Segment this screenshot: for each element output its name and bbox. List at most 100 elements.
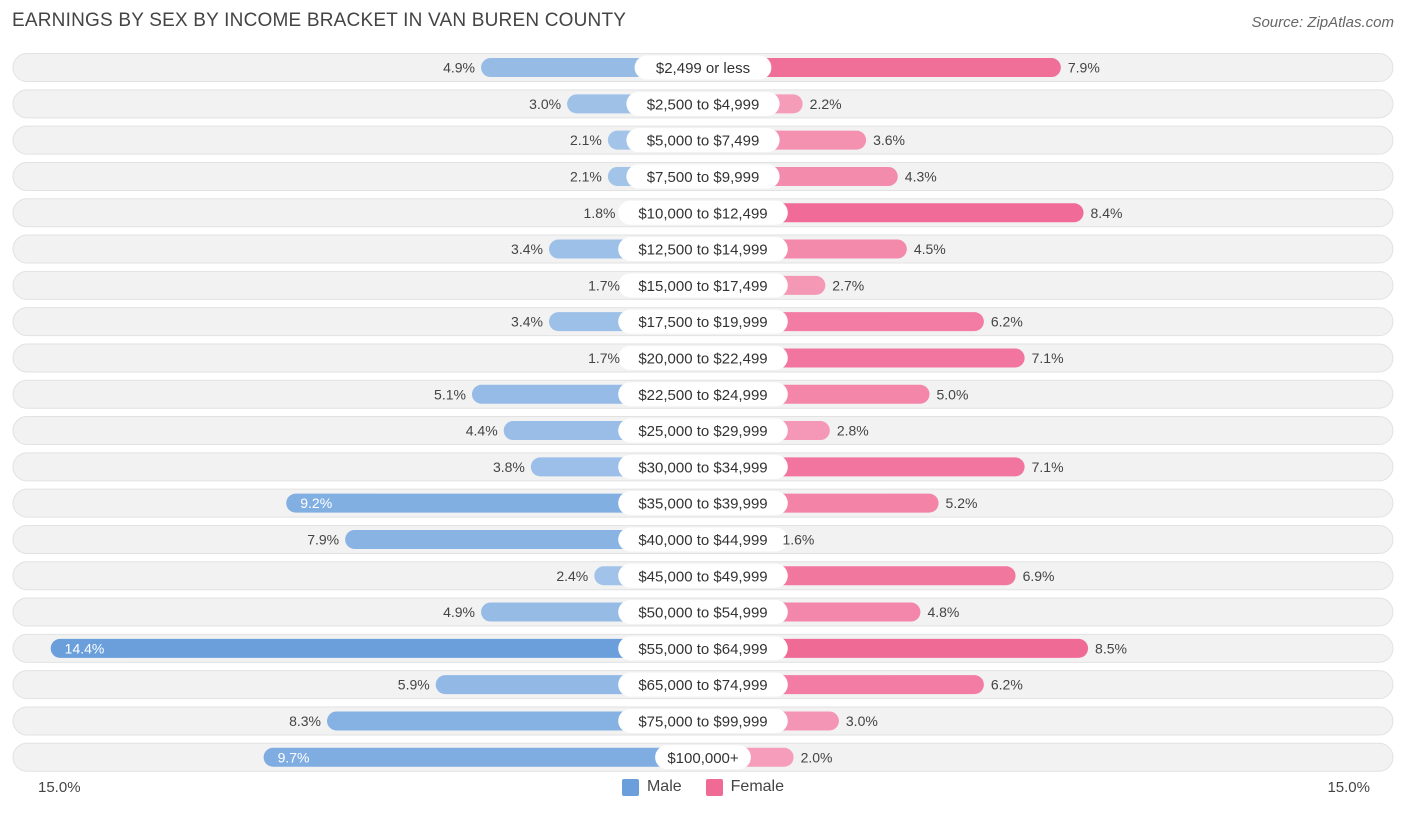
category-label-bg [634,55,772,80]
bar-male [50,638,704,658]
value-label-male: 9.7% [278,749,310,765]
category-label-bg [618,309,788,334]
axis-label-left: 15.0% [38,779,81,796]
category-label-bg [618,454,788,479]
row-18: $75,000 to $99,999 8.3% 3.0% [12,706,1394,736]
row-15: $50,000 to $54,999 4.9% 4.8% [12,597,1394,627]
category-label: $65,000 to $74,999 [638,677,767,694]
value-label-female: 2.0% [801,749,833,765]
row-9: $22,500 to $24,999 5.1% 5.0% [12,379,1394,409]
category-label: $22,500 to $24,999 [638,387,767,404]
category-label: $10,000 to $12,499 [638,205,767,222]
value-label-female: 4.5% [914,241,946,257]
value-label-female: 4.8% [927,604,959,620]
bar-male [286,493,703,513]
value-label-female: 8.5% [1095,640,1127,656]
row-10: $25,000 to $29,999 4.4% 2.8% [12,416,1394,446]
value-label-male: 5.1% [434,386,466,402]
category-label: $20,000 to $22,499 [638,350,767,367]
value-label-female: 3.0% [846,713,878,729]
row-5: $12,500 to $14,999 3.4% 4.5% [12,234,1394,264]
row-13: $40,000 to $44,999 7.9% 1.6% [12,524,1394,554]
category-label: $40,000 to $44,999 [638,532,767,549]
category-label: $75,000 to $99,999 [638,713,767,730]
category-label-bg [618,273,788,298]
category-label: $5,000 to $7,499 [647,133,760,150]
row-1: $2,500 to $4,999 3.0% 2.2% [12,89,1394,119]
value-label-female: 7.9% [1068,60,1100,76]
category-label: $50,000 to $54,999 [638,605,767,622]
category-label-bg [618,200,788,225]
legend: Male Female [0,778,1406,796]
legend-item-male[interactable]: Male [621,778,682,796]
value-label-male: 2.4% [556,568,588,584]
value-label-male: 4.9% [443,60,475,76]
value-label-male: 3.4% [511,241,543,257]
value-label-male: 7.9% [307,531,339,547]
value-label-female: 2.8% [837,423,869,439]
value-label-male: 1.8% [584,205,616,221]
value-label-female: 1.6% [782,531,814,547]
bar-female [703,203,1084,223]
row-8: $20,000 to $22,499 1.7% 7.1% [12,343,1394,373]
category-label: $25,000 to $29,999 [638,423,767,440]
value-label-female: 2.2% [810,96,842,112]
category-label-bg [618,672,788,697]
value-label-male: 3.8% [493,459,525,475]
category-label-bg [626,128,780,153]
category-label: $12,500 to $14,999 [638,242,767,259]
row-17: $65,000 to $74,999 5.9% 6.2% [12,670,1394,700]
row-7: $17,500 to $19,999 3.4% 6.2% [12,307,1394,337]
row-14: $45,000 to $49,999 2.4% 6.9% [12,561,1394,591]
value-label-male: 3.0% [529,96,561,112]
row-12: $35,000 to $39,999 9.2% 5.2% [12,488,1394,518]
legend-item-female[interactable]: Female [705,778,784,796]
value-label-male: 1.7% [588,277,620,293]
legend-swatch-male [621,778,639,796]
category-label-bg [618,418,788,443]
value-label-male: 14.4% [65,640,105,656]
category-label-bg [618,708,788,733]
category-label-bg [655,745,751,770]
value-label-female: 8.4% [1091,205,1123,221]
value-label-male: 1.7% [588,350,620,366]
bar-male [263,747,703,767]
value-label-male: 2.1% [570,168,602,184]
row-11: $30,000 to $34,999 3.8% 7.1% [12,452,1394,482]
category-label-bg [618,527,788,552]
value-label-female: 2.7% [832,277,864,293]
category-label: $7,500 to $9,999 [647,169,760,186]
legend-label-male: Male [646,778,682,795]
value-label-male: 2.1% [570,132,602,148]
row-4: $10,000 to $12,499 1.8% 8.4% [12,198,1394,228]
category-label: $2,499 or less [656,60,750,77]
value-label-female: 6.2% [991,314,1023,330]
category-label: $17,500 to $19,999 [638,314,767,331]
category-label-bg [626,164,780,189]
value-label-female: 3.6% [873,132,905,148]
row-2: $5,000 to $7,499 2.1% 3.6% [12,125,1394,155]
value-label-male: 4.4% [466,423,498,439]
value-label-male: 8.3% [289,713,321,729]
value-label-male: 3.4% [511,314,543,330]
bar-female [703,58,1061,78]
category-label: $55,000 to $64,999 [638,641,767,658]
row-3: $7,500 to $9,999 2.1% 4.3% [12,161,1394,191]
category-label-bg [626,91,780,116]
category-label-bg [618,491,788,516]
row-16: $55,000 to $64,999 14.4% 8.5% [12,633,1394,663]
value-label-female: 7.1% [1032,459,1064,475]
value-label-female: 6.2% [991,677,1023,693]
category-label: $15,000 to $17,499 [638,278,767,295]
row-0: $2,499 or less 4.9% 7.9% [12,53,1394,83]
legend-swatch-female [705,778,723,796]
value-label-male: 9.2% [300,495,332,511]
category-label-bg [618,600,788,625]
source-label: Source: ZipAtlas.com [1251,14,1394,31]
chart-title: EARNINGS BY SEX BY INCOME BRACKET IN VAN… [12,10,627,31]
category-label: $2,500 to $4,999 [647,96,760,113]
category-label-bg [618,237,788,262]
row-6: $15,000 to $17,499 1.7% 2.7% [12,270,1394,300]
row-19: $100,000+ 9.7% 2.0% [12,742,1394,772]
value-label-female: 4.3% [905,168,937,184]
